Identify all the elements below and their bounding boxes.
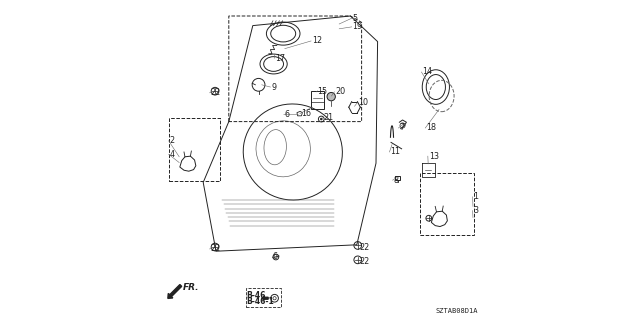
Text: 5: 5	[353, 14, 358, 23]
Text: 21: 21	[324, 113, 334, 122]
FancyArrow shape	[262, 296, 268, 300]
Bar	[169, 118, 220, 181]
Text: 14: 14	[422, 68, 433, 76]
Text: 12: 12	[312, 36, 322, 45]
Text: 19: 19	[353, 22, 363, 31]
Text: B-46: B-46	[246, 291, 266, 300]
Bar	[246, 288, 281, 307]
Circle shape	[320, 118, 323, 120]
Text: 7: 7	[399, 124, 404, 132]
Text: 2: 2	[170, 136, 175, 145]
Text: 18: 18	[426, 124, 436, 132]
Text: 9: 9	[271, 83, 276, 92]
Text: 8: 8	[394, 176, 399, 185]
Bar	[396, 176, 401, 180]
Bar	[311, 91, 324, 109]
Text: 16: 16	[301, 109, 311, 118]
Text: 3: 3	[474, 206, 479, 215]
Text: B-46-1: B-46-1	[246, 297, 274, 306]
Text: FR.: FR.	[183, 283, 200, 292]
Text: SZTAB08D1A: SZTAB08D1A	[436, 308, 479, 314]
Text: 17: 17	[275, 54, 285, 63]
Text: 15: 15	[317, 87, 328, 96]
Text: 11: 11	[390, 148, 401, 156]
Text: 22: 22	[360, 243, 370, 252]
Text: 6: 6	[285, 110, 290, 119]
Bar	[420, 173, 474, 235]
Text: 22: 22	[211, 244, 221, 253]
Text: 1: 1	[474, 192, 479, 201]
Text: 4: 4	[170, 150, 175, 159]
Text: 20: 20	[335, 87, 346, 96]
Text: 22: 22	[211, 88, 221, 97]
FancyArrow shape	[168, 284, 182, 298]
Text: 13: 13	[429, 152, 439, 161]
Text: 6: 6	[273, 252, 278, 261]
Text: 22: 22	[360, 257, 370, 266]
Circle shape	[327, 92, 335, 101]
Text: 10: 10	[358, 98, 369, 107]
